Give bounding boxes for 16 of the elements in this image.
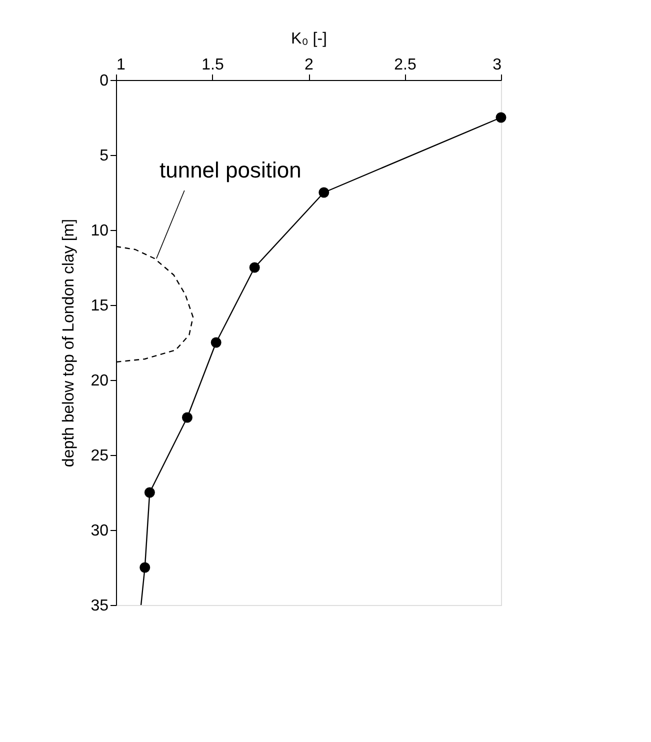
y-tick-label: 25 bbox=[90, 448, 109, 464]
y-tick-label: 10 bbox=[90, 222, 109, 240]
y-tick-label: 5 bbox=[100, 148, 109, 164]
x-axis-title: K₀ [-] bbox=[291, 30, 327, 48]
x-tick-label: 1.5 bbox=[202, 56, 224, 74]
x-tick-label: 3 bbox=[492, 56, 502, 74]
x-tick-label: 2 bbox=[304, 56, 314, 74]
y-tick-label: 0 bbox=[100, 72, 109, 90]
y-tick-label: 15 bbox=[90, 298, 109, 314]
y-tick-label: 35 bbox=[90, 598, 109, 614]
y-axis-title: depth below top of London clay [m] bbox=[60, 218, 78, 468]
x-tick-label: 2.5 bbox=[394, 56, 416, 74]
y-tick-label: 20 bbox=[90, 372, 109, 390]
y-tick-label: 30 bbox=[90, 522, 109, 540]
x-tick-label: 1 bbox=[116, 56, 126, 74]
annotation: tunnel position bbox=[159, 158, 302, 182]
